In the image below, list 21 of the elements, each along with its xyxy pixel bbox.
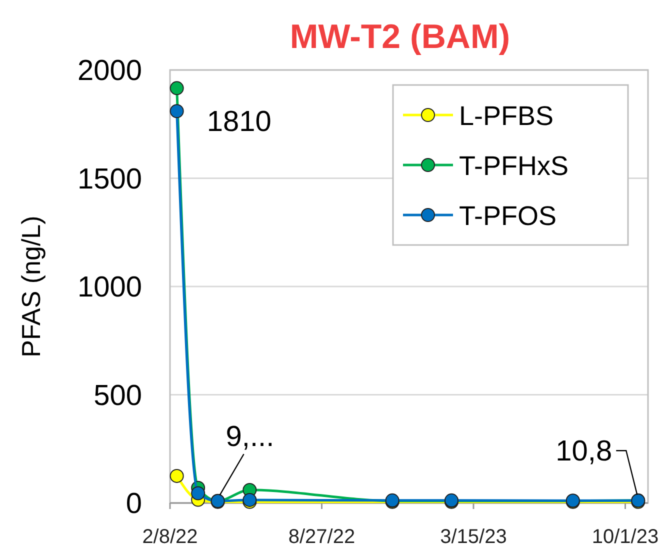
x-tick-label: 3/15/23 <box>440 526 507 548</box>
annotation: 9,... <box>226 421 274 454</box>
y-tick-label: 1500 <box>77 163 142 196</box>
x-tick-label: 10/1/23 <box>592 526 659 548</box>
annotation: 1810 <box>206 106 272 138</box>
x-tick-label: 8/27/22 <box>288 526 356 548</box>
legend-label: L-PFBS <box>459 101 554 131</box>
y-tick-label: 500 <box>94 380 142 412</box>
point <box>170 81 184 96</box>
chart-title: MW-T2 (BAM) <box>290 18 510 56</box>
annotation: 10,8 <box>556 436 612 468</box>
y-tick-label: 1000 <box>77 272 142 304</box>
legend-label: T-PFOS <box>459 201 557 231</box>
legend-label: T-PFHxS <box>459 151 569 181</box>
y-tick-label: 0 <box>126 488 142 520</box>
y-tick-label: 2000 <box>77 55 142 87</box>
point <box>191 486 206 500</box>
y-axis-title: PFAS (ng/L) <box>16 216 46 358</box>
point <box>170 104 184 118</box>
point <box>170 468 184 483</box>
x-tick-label: 2/8/22 <box>142 526 198 548</box>
